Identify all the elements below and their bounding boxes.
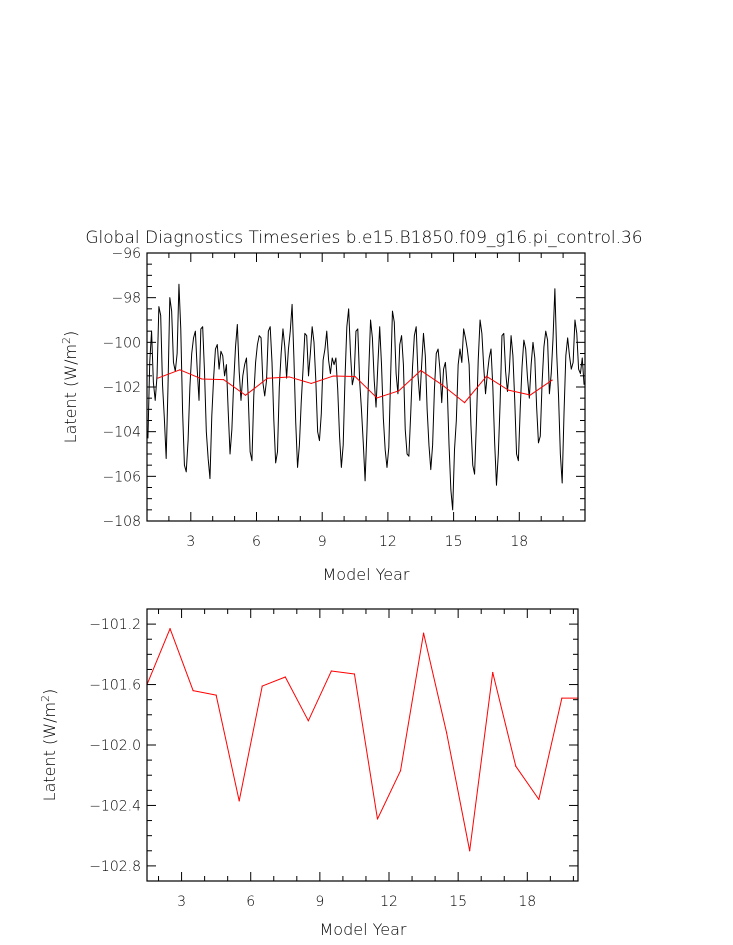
- data-point-annual: [463, 402, 466, 404]
- data-point-annual: [238, 800, 240, 802]
- data-point-annual: [529, 394, 531, 396]
- x-tick-label: 6: [252, 534, 261, 550]
- y-axis-label: Latent (W/m2): [39, 689, 59, 802]
- x-tick-label: 3: [177, 894, 186, 910]
- x-tick-label: 12: [380, 894, 398, 910]
- data-point-annual: [538, 798, 540, 801]
- data-point-annual: [169, 628, 171, 630]
- data-point-annual: [288, 376, 290, 378]
- y-tick-label: −98: [111, 291, 141, 307]
- data-point-annual: [420, 369, 422, 372]
- data-point-annual: [266, 377, 269, 379]
- x-tick-label: 15: [449, 894, 467, 910]
- data-point-annual: [399, 770, 402, 772]
- data-point-annual: [201, 378, 203, 380]
- data-point-annual: [215, 694, 217, 696]
- y-tick-label: −101.6: [89, 678, 141, 694]
- data-point-annual: [330, 670, 332, 672]
- data-point-annual: [551, 379, 553, 381]
- data-point-annual: [307, 720, 309, 722]
- y-tick-label: −102: [103, 380, 141, 396]
- x-tick-label: 6: [246, 894, 255, 910]
- data-point-annual: [179, 369, 181, 371]
- data-point-annual: [244, 394, 247, 396]
- x-tick-label: 18: [510, 534, 528, 550]
- data-point-annual: [398, 390, 400, 392]
- y-tick-label: −100: [103, 335, 141, 351]
- x-tick-label: 15: [445, 534, 463, 550]
- data-point-annual: [422, 632, 425, 634]
- y-tick-label: −102.4: [89, 798, 141, 814]
- data-point-annual: [157, 377, 159, 379]
- y-tick-label: −102.0: [89, 738, 141, 754]
- x-tick-label: 12: [379, 534, 397, 550]
- bottom-annual-panel: 3 6 9 12 15 18−102.8−102.4−102.0−101.6−101.2 …: [39, 608, 579, 939]
- y-tick-label: −101.2: [89, 617, 141, 633]
- data-point-annual: [284, 676, 286, 678]
- data-point-annual: [354, 375, 356, 378]
- data-point-annual: [561, 697, 563, 699]
- data-point-annual: [376, 818, 379, 820]
- plot-frame: [146, 608, 579, 882]
- data-point-annual: [507, 389, 509, 391]
- data-point-annual: [446, 732, 448, 734]
- data-point-annual: [332, 375, 334, 377]
- y-tick-label: −108: [103, 514, 141, 530]
- y-tick-label: −104: [103, 425, 141, 441]
- x-tick-label: 3: [186, 534, 195, 550]
- data-point-annual: [261, 685, 263, 687]
- y-tick-label: −102.8: [89, 859, 141, 875]
- data-point-annual: [310, 382, 312, 385]
- data-point-annual: [515, 765, 517, 767]
- x-tick-label: 18: [518, 894, 536, 910]
- data-point-annual: [376, 397, 378, 399]
- y-tick-label: −96: [111, 246, 141, 262]
- chart-title: Global Diagnostics Timeseries b.e15.B185…: [85, 228, 642, 248]
- data-point-annual: [469, 850, 471, 852]
- x-tick-label: 9: [315, 894, 324, 910]
- top-timeseries-panel: Global Diagnostics Timeseries b.e15.B185…: [60, 228, 643, 584]
- series-line-annual: [146, 628, 578, 852]
- y-axis-label: Latent (W/m2): [60, 331, 80, 444]
- data-point-annual: [223, 379, 225, 381]
- x-tick-label: 9: [318, 534, 327, 550]
- data-point-annual: [192, 690, 194, 692]
- x-axis-label: Model Year: [320, 920, 407, 939]
- y-tick-label: −106: [103, 469, 141, 485]
- x-axis-label: Model Year: [323, 565, 410, 584]
- series-line-monthly: [147, 283, 585, 511]
- data-point-annual: [492, 671, 494, 674]
- data-point-annual: [353, 673, 356, 675]
- data-point-annual: [485, 375, 488, 377]
- data-point-annual: [442, 384, 444, 386]
